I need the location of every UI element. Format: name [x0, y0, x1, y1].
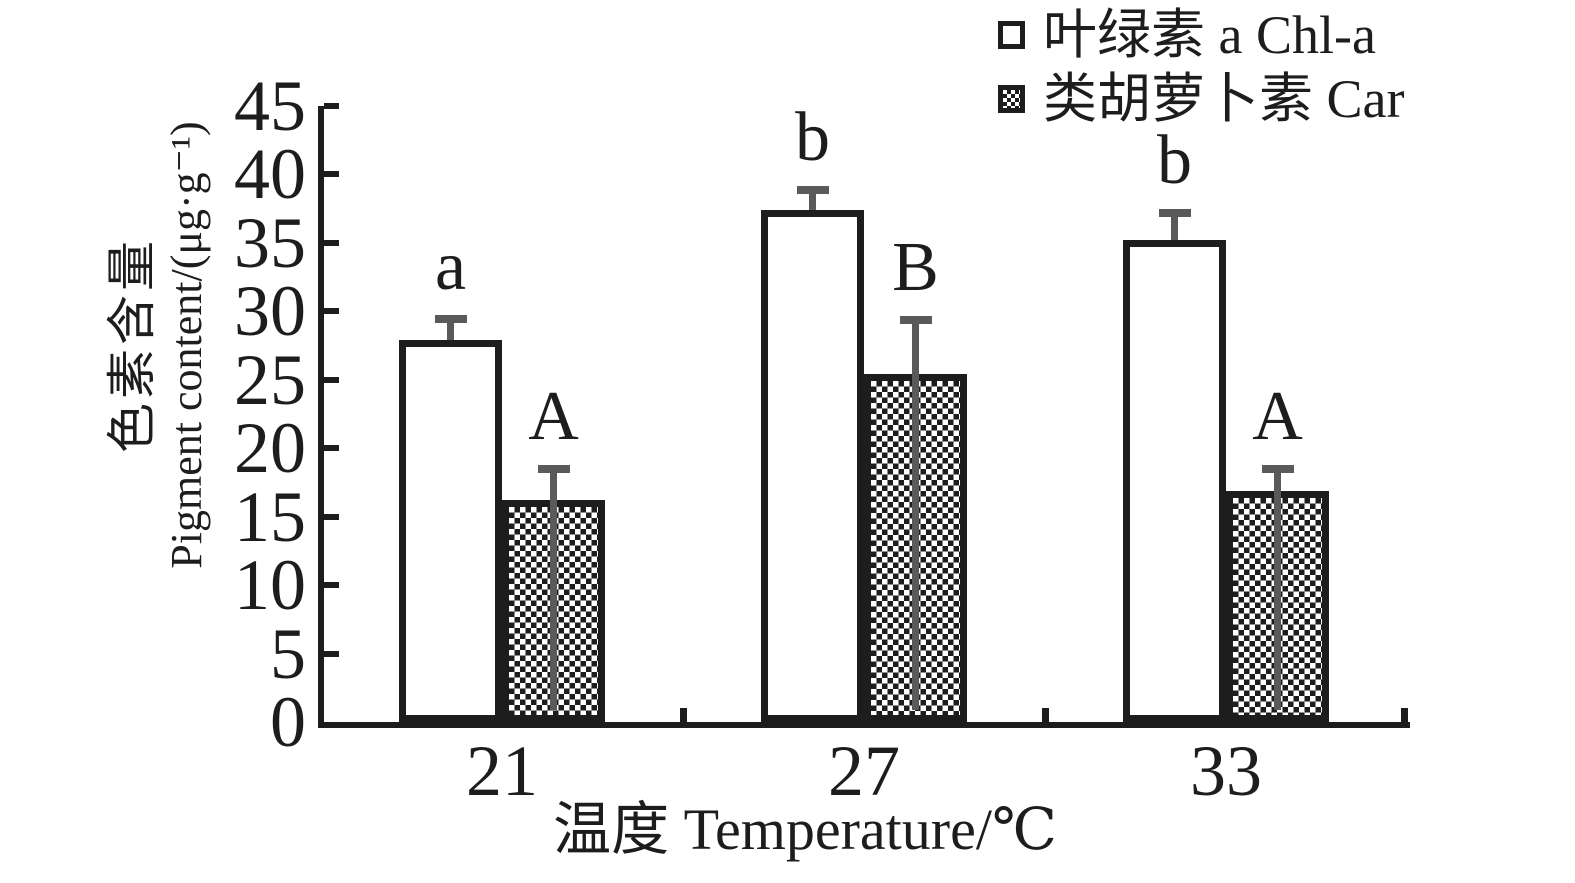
bar-chl-a-27	[761, 210, 864, 722]
y-tick-40	[324, 171, 339, 178]
y-axis-title-zh: 色素含量	[104, 237, 160, 453]
error-bar-0-27	[809, 188, 816, 223]
legend-item-car: 类胡萝卜素 Car	[998, 70, 1404, 128]
y-tick-label-0: 0	[270, 682, 306, 762]
y-tick-label-10: 10	[234, 545, 306, 626]
y-tick-label-15: 15	[234, 476, 306, 557]
y-axis-line	[318, 106, 324, 728]
legend-item-chl-a: 叶绿素 a Chl-a	[998, 6, 1404, 64]
sig-letter-1-27: B	[892, 229, 939, 307]
sig-letter-0-27: b	[795, 99, 830, 177]
y-tick-25	[324, 376, 339, 383]
y-tick-5	[324, 650, 339, 657]
legend-label-car: 类胡萝卜素 Car	[1043, 69, 1405, 129]
x-tick-boundary-2	[1401, 708, 1408, 722]
x-tick-boundary-1	[1042, 708, 1049, 722]
x-axis-title: 温度 Temperature/℃	[553, 797, 1057, 862]
y-tick-label-40: 40	[234, 134, 306, 215]
chl-a-swatch-icon	[998, 21, 1025, 49]
error-bar-cap-1-33	[1261, 465, 1294, 474]
y-tick-label-5: 5	[270, 613, 306, 694]
y-tick-30	[324, 308, 339, 315]
error-bar-cap-0-27	[796, 186, 829, 195]
error-bar-1-27	[912, 318, 919, 710]
x-tick-label-27: 27	[828, 731, 900, 811]
sig-letter-1-21: A	[528, 378, 579, 456]
x-tick-label-33: 33	[1190, 731, 1262, 811]
legend: 叶绿素 a Chl-a 类胡萝卜素 Car	[998, 6, 1404, 128]
sig-letter-0-33: b	[1157, 122, 1192, 200]
y-tick-35	[324, 239, 339, 246]
error-bar-cap-1-21	[537, 465, 570, 474]
y-tick-45	[324, 103, 339, 109]
y-tick-label-20: 20	[234, 408, 306, 489]
y-tick-15	[324, 513, 339, 520]
x-tick-label-21: 21	[466, 731, 538, 811]
bar-chl-a-33	[1123, 240, 1226, 722]
sig-letter-0-21: a	[434, 227, 467, 305]
legend-label-chl-a: 叶绿素 a Chl-a	[1043, 5, 1376, 65]
error-bar-0-21	[447, 316, 454, 353]
y-tick-label-35: 35	[234, 202, 306, 283]
error-bar-0-33	[1171, 211, 1178, 253]
error-bar-1-21	[550, 467, 557, 710]
error-bar-1-33	[1274, 467, 1281, 710]
y-tick-20	[324, 445, 339, 452]
sig-letter-1-33: A	[1252, 378, 1303, 456]
bar-chl-a-21	[399, 340, 502, 722]
y-tick-label-25: 25	[234, 339, 306, 420]
x-axis-line	[318, 722, 1410, 728]
error-bar-cap-1-27	[899, 316, 932, 325]
y-tick-label-45: 45	[234, 66, 306, 146]
y-tick-10	[324, 582, 339, 589]
car-swatch-icon	[998, 85, 1025, 113]
y-tick-label-30: 30	[234, 271, 306, 352]
error-bar-cap-0-33	[1158, 209, 1191, 218]
x-tick-boundary-0	[680, 708, 687, 722]
error-bar-cap-0-21	[434, 314, 467, 323]
